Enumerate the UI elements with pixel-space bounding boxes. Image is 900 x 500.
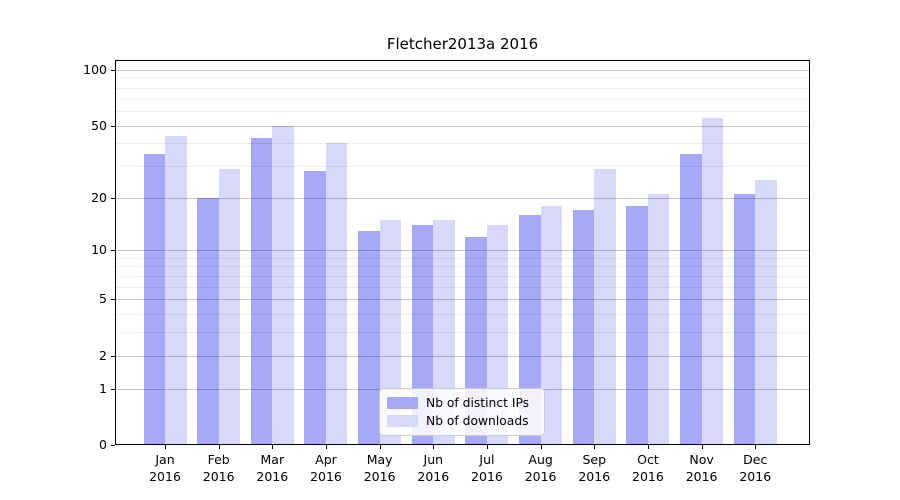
- y-tick-mark: [111, 388, 115, 390]
- x-axis-tick-label: Aug 2016: [524, 452, 557, 484]
- minor-gridline: [116, 332, 809, 334]
- major-gridline: [116, 250, 809, 252]
- bar-distinct-ips-sep: [572, 210, 595, 445]
- x-tick-mark: [701, 445, 703, 449]
- minor-gridline: [116, 286, 809, 288]
- legend-swatch-downloads: [387, 415, 418, 427]
- minor-gridline: [116, 78, 809, 80]
- minor-gridline: [116, 98, 809, 100]
- y-tick-mark: [111, 250, 115, 252]
- minor-gridline: [116, 266, 809, 268]
- x-axis-tick-label: Jun 2016: [417, 452, 450, 484]
- x-axis-tick-label: Dec 2016: [739, 452, 772, 484]
- minor-gridline: [116, 276, 809, 278]
- y-axis-tick-label: 1: [99, 380, 107, 396]
- chart-title: Fletcher2013a 2016: [386, 35, 539, 53]
- x-axis-tick-label: Jan 2016: [149, 452, 181, 484]
- bar-distinct-ips-mar: [250, 137, 273, 445]
- minor-gridline: [116, 143, 809, 145]
- major-gridline: [116, 125, 809, 127]
- bar-distinct-ips-jan: [143, 153, 165, 445]
- x-tick-mark: [379, 445, 381, 449]
- legend-label: Nb of distinct IPs: [426, 396, 530, 410]
- x-axis-tick-label: Oct 2016: [632, 452, 664, 484]
- x-axis-tick-label: Nov 2016: [685, 452, 718, 484]
- legend: Nb of distinct IPs Nb of downloads: [379, 388, 545, 436]
- x-axis-tick-label: Mar 2016: [256, 452, 289, 484]
- y-tick-mark: [111, 125, 115, 127]
- bar-downloads-feb: [218, 168, 241, 445]
- major-gridline: [116, 299, 809, 301]
- y-axis-tick-label: 0: [99, 437, 107, 452]
- y-axis-tick-label: 50: [91, 117, 107, 133]
- x-tick-mark: [433, 445, 435, 449]
- x-axis-tick-label: Sep 2016: [578, 452, 611, 484]
- y-tick-mark: [111, 355, 115, 357]
- legend-row: Nb of downloads: [380, 414, 544, 428]
- minor-gridline: [116, 165, 809, 167]
- bar-downloads-oct: [647, 193, 670, 445]
- major-gridline: [116, 70, 809, 71]
- y-tick-mark: [111, 70, 115, 71]
- bar-downloads-jan: [165, 135, 187, 445]
- y-tick-mark: [111, 299, 115, 301]
- legend-label: Nb of downloads: [426, 414, 529, 428]
- bar-downloads-aug: [540, 205, 563, 445]
- major-gridline: [116, 197, 809, 199]
- bar-downloads-dec: [755, 180, 777, 445]
- y-tick-mark: [111, 197, 115, 199]
- minor-gridline: [116, 110, 809, 112]
- x-tick-mark: [647, 445, 649, 449]
- legend-row: Nb of distinct IPs: [380, 396, 544, 410]
- y-axis-tick-label: 5: [99, 291, 107, 307]
- x-axis-tick-label: May 2016: [363, 452, 396, 484]
- y-axis-tick-label: 2: [99, 347, 107, 363]
- legend-swatch-distinct-ips: [387, 397, 418, 409]
- x-tick-mark: [325, 445, 327, 449]
- bar-distinct-ips-aug: [519, 214, 541, 445]
- bar-downloads-nov: [701, 117, 724, 445]
- bar-distinct-ips-oct: [626, 205, 648, 445]
- x-tick-mark: [540, 445, 542, 449]
- bar-distinct-ips-feb: [197, 197, 219, 445]
- minor-gridline: [116, 87, 809, 89]
- x-tick-mark: [486, 445, 488, 449]
- bar-downloads-mar: [272, 125, 294, 445]
- x-tick-mark: [272, 445, 274, 449]
- y-tick-mark: [111, 445, 115, 446]
- x-tick-mark: [165, 445, 166, 449]
- bar-distinct-ips-apr: [304, 171, 326, 445]
- x-axis-tick-label: Apr 2016: [310, 452, 342, 484]
- bar-downloads-apr: [325, 143, 348, 445]
- major-gridline: [116, 355, 809, 357]
- minor-gridline: [116, 314, 809, 316]
- plot-area: [115, 60, 810, 445]
- y-axis-tick-label: 10: [91, 242, 107, 258]
- x-axis-tick-label: Jul 2016: [471, 452, 503, 484]
- bar-distinct-ips-nov: [680, 153, 702, 445]
- bar-distinct-ips-dec: [733, 193, 756, 445]
- y-axis-tick-label: 20: [91, 189, 107, 205]
- minor-gridline: [116, 257, 809, 259]
- x-tick-mark: [594, 445, 596, 449]
- y-axis-tick-label: 100: [83, 62, 107, 77]
- x-tick-mark: [218, 445, 220, 449]
- bar-distinct-ips-may: [358, 230, 380, 445]
- bar-downloads-sep: [594, 168, 616, 445]
- x-tick-mark: [755, 445, 757, 449]
- x-axis-tick-label: Feb 2016: [202, 452, 235, 484]
